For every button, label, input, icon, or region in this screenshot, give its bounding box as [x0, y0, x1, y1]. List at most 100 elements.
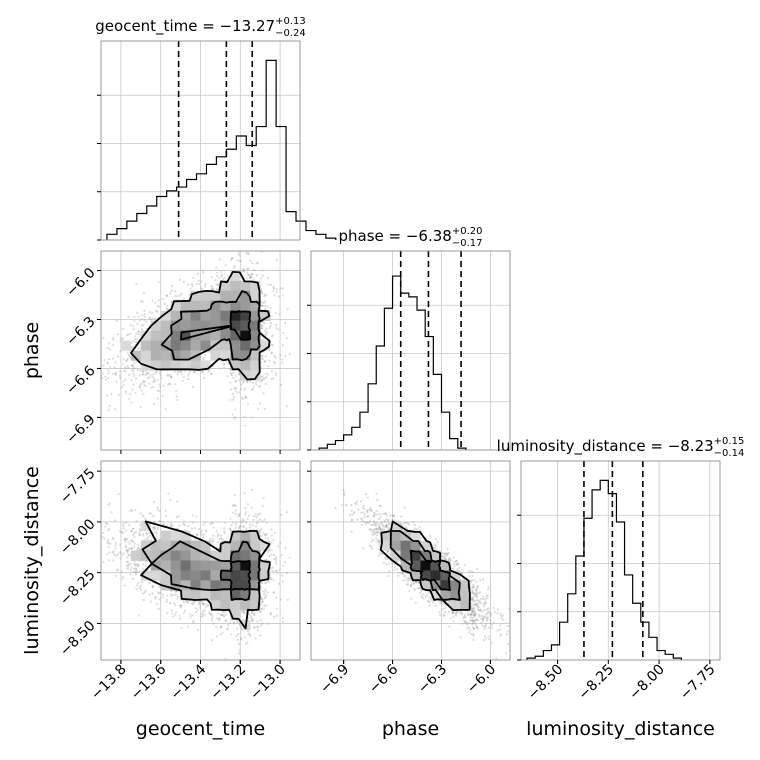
sample-point: [130, 401, 133, 404]
density-cell: [230, 320, 241, 331]
sample-point: [434, 538, 438, 541]
sample-point: [406, 522, 410, 525]
sample-point: [237, 514, 240, 518]
sample-point: [414, 601, 417, 605]
sample-point: [260, 379, 263, 382]
sample-point: [126, 551, 129, 554]
sample-point: [123, 538, 126, 541]
sample-point: [141, 300, 144, 303]
sample-point: [506, 624, 509, 628]
sample-point: [106, 552, 109, 556]
sample-point: [479, 579, 482, 582]
density-cell: [220, 330, 231, 341]
sample-point: [110, 392, 113, 395]
sample-point: [233, 417, 236, 420]
sample-point: [245, 396, 248, 399]
sample-point: [475, 625, 478, 629]
sample-point: [199, 531, 202, 534]
sample-point: [257, 407, 260, 410]
sample-point: [108, 348, 111, 351]
sample-point: [469, 613, 472, 617]
sample-point: [353, 510, 356, 514]
sample-point: [201, 370, 204, 373]
sample-point: [444, 555, 447, 558]
sample-point: [372, 515, 376, 518]
sample-point: [148, 382, 151, 385]
sample-point: [263, 407, 266, 410]
sample-point: [244, 387, 247, 390]
sample-point: [259, 610, 262, 613]
sample-point: [133, 367, 136, 370]
sample-point: [261, 379, 264, 382]
sample-point: [388, 527, 391, 530]
sample-point: [249, 276, 252, 280]
sample-point: [245, 252, 248, 255]
sample-point: [130, 566, 133, 569]
sample-point: [373, 521, 376, 524]
contour-line: [379, 520, 471, 611]
sample-point: [157, 526, 160, 529]
sample-point: [357, 508, 360, 511]
sample-point: [230, 258, 233, 262]
sample-point: [466, 626, 469, 630]
sample-point: [469, 570, 473, 573]
sample-point: [138, 319, 141, 322]
sample-point: [114, 547, 117, 550]
sample-point: [226, 245, 228, 247]
sample-point: [151, 592, 154, 595]
sample-point: [448, 601, 451, 604]
sample-point: [244, 395, 247, 398]
sample-point: [412, 582, 415, 585]
sample-point: [126, 351, 129, 354]
sample-point: [203, 613, 206, 616]
density-cell: [210, 320, 221, 331]
sample-point: [464, 615, 467, 619]
sample-point: [114, 544, 117, 547]
sample-point: [381, 528, 384, 531]
sample-point: [141, 373, 144, 376]
sample-point: [158, 519, 161, 523]
sample-point: [443, 557, 446, 561]
sample-point: [261, 600, 264, 603]
sample-point: [217, 541, 220, 544]
sample-point: [270, 351, 273, 355]
sample-point: [386, 551, 389, 555]
sample-point: [141, 592, 144, 595]
sample-point: [475, 580, 478, 584]
sample-point: [270, 577, 273, 580]
sample-point: [428, 604, 431, 607]
sample-point: [272, 287, 276, 290]
sample-point: [204, 603, 208, 606]
sample-point: [159, 592, 163, 595]
sample-point: [135, 520, 139, 523]
sample-point: [382, 561, 385, 564]
sample-point: [417, 580, 420, 584]
sample-point: [152, 528, 155, 531]
sample-point: [471, 590, 474, 594]
sample-point: [486, 594, 489, 597]
density-cell: [220, 310, 231, 321]
sample-point: [403, 521, 406, 525]
sample-point: [263, 597, 267, 600]
sample-point: [475, 602, 478, 605]
density-cell: [220, 340, 231, 351]
sample-point: [217, 283, 220, 286]
sample-point: [480, 614, 483, 617]
sample-point: [487, 607, 490, 610]
sample-point: [378, 540, 381, 544]
sample-point: [215, 266, 218, 269]
sample-point: [242, 380, 245, 383]
sample-point: [126, 560, 129, 564]
density-cell: [440, 590, 451, 601]
sample-point: [102, 531, 105, 534]
sample-point: [237, 632, 240, 636]
density-cell: [400, 560, 411, 571]
sample-point: [362, 511, 365, 514]
density-cell: [180, 360, 191, 371]
sample-point: [192, 276, 195, 280]
sample-point: [470, 608, 474, 611]
sample-point: [192, 621, 195, 624]
sample-point: [187, 378, 190, 381]
contour-line: [180, 310, 252, 341]
